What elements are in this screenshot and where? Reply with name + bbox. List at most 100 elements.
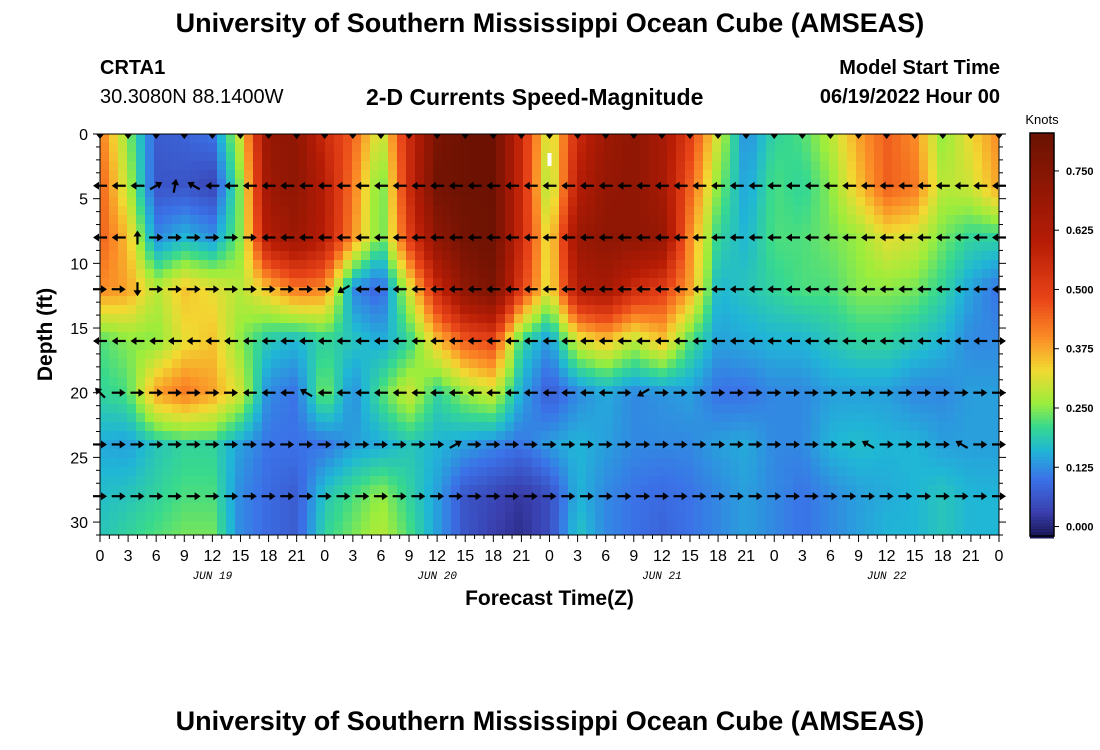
heatmap-cell <box>145 386 155 396</box>
heatmap-cell <box>946 206 956 216</box>
heatmap-cell <box>991 134 1000 144</box>
heatmap-cell <box>325 170 335 180</box>
heatmap-cell <box>352 386 362 396</box>
heatmap-cell <box>757 350 767 360</box>
heatmap-cell <box>919 422 929 432</box>
heatmap-cell <box>775 449 785 459</box>
current-arrow <box>205 336 220 345</box>
heatmap-cell <box>892 377 902 387</box>
heatmap-cell <box>928 449 938 459</box>
heatmap-cell <box>739 152 749 162</box>
heatmap-cell <box>667 314 677 324</box>
heatmap-cell <box>469 224 479 234</box>
heatmap-cell <box>910 377 920 387</box>
heatmap-cell <box>289 170 299 180</box>
chart-subtitle: 2-D Currents Speed-Magnitude <box>366 84 704 110</box>
heatmap-cell <box>667 386 677 396</box>
heatmap-cell <box>118 170 128 180</box>
heatmap-cell <box>316 143 326 153</box>
heatmap-cell <box>829 395 839 405</box>
heatmap-cell <box>127 161 137 171</box>
heatmap-cell <box>685 476 695 486</box>
heatmap-cell <box>298 395 308 405</box>
heatmap-cell <box>127 179 137 189</box>
heatmap-cell <box>667 170 677 180</box>
heatmap-cell <box>784 377 794 387</box>
heatmap-cell <box>568 449 578 459</box>
heatmap-cell <box>973 269 983 279</box>
heatmap-cell <box>100 296 110 306</box>
heatmap-cell <box>550 530 560 536</box>
heatmap-cell <box>667 440 677 450</box>
heatmap-cell <box>334 377 344 387</box>
heatmap-cell <box>577 323 587 333</box>
heatmap-cell <box>865 305 875 315</box>
heatmap-cell <box>973 386 983 396</box>
heatmap-cell <box>586 224 596 234</box>
heatmap-cell <box>532 323 542 333</box>
heatmap-cell <box>568 341 578 351</box>
heatmap-cell <box>298 413 308 423</box>
heatmap-cell <box>325 134 335 144</box>
heatmap-cell <box>937 413 947 423</box>
heatmap-cell <box>784 215 794 225</box>
heatmap-cell <box>658 431 668 441</box>
x-tick-top <box>433 134 442 139</box>
heatmap-cell <box>469 323 479 333</box>
heatmap-cell <box>406 395 416 405</box>
heatmap-cell <box>856 422 866 432</box>
heatmap-cell <box>190 449 200 459</box>
heatmap-cell <box>415 206 425 216</box>
heatmap-cell <box>145 377 155 387</box>
current-arrow <box>317 388 332 397</box>
heatmap-cell <box>613 395 623 405</box>
heatmap-cell <box>361 359 371 369</box>
current-arrow <box>748 336 763 345</box>
heatmap-cell <box>496 269 506 279</box>
heatmap-cell <box>955 188 965 198</box>
heatmap-cell <box>892 206 902 216</box>
heatmap-cell <box>685 530 695 536</box>
heatmap-cell <box>469 179 479 189</box>
current-arrow <box>261 233 276 242</box>
heatmap-cell <box>253 179 263 189</box>
heatmap-cell <box>937 431 947 441</box>
heatmap-cell <box>361 197 371 207</box>
heatmap-cell <box>199 314 209 324</box>
current-arrow <box>299 388 313 398</box>
heatmap-cell <box>874 341 884 351</box>
x-tick-top <box>348 134 357 139</box>
current-arrow <box>411 492 426 501</box>
heatmap-cell <box>451 485 461 495</box>
heatmap-cell <box>856 485 866 495</box>
heatmap-cell <box>685 449 695 459</box>
heatmap-cell <box>199 377 209 387</box>
heatmap-cell <box>694 521 704 531</box>
heatmap-cell <box>415 305 425 315</box>
heatmap-cell <box>559 161 569 171</box>
heatmap-cell <box>604 386 614 396</box>
heatmap-cell <box>496 287 506 297</box>
heatmap-cell <box>307 476 317 486</box>
heatmap-cell <box>910 305 920 315</box>
current-arrow <box>804 285 819 294</box>
heatmap-cell <box>226 341 236 351</box>
heatmap-cell <box>334 323 344 333</box>
heatmap-cell <box>640 206 650 216</box>
heatmap-cell <box>325 305 335 315</box>
heatmap-cell <box>631 386 641 396</box>
heatmap-cell <box>253 422 263 432</box>
heatmap-cell <box>874 314 884 324</box>
current-arrow <box>130 336 145 345</box>
heatmap-cell <box>613 296 623 306</box>
heatmap-cell <box>370 323 380 333</box>
heatmap-cell <box>451 494 461 504</box>
heatmap-cell <box>919 278 929 288</box>
heatmap-cell <box>415 332 425 342</box>
heatmap-cell <box>784 143 794 153</box>
heatmap-cell <box>217 188 227 198</box>
heatmap-cell <box>100 494 110 504</box>
heatmap-cell <box>613 413 623 423</box>
heatmap-cell <box>532 476 542 486</box>
heatmap-cell <box>217 395 227 405</box>
